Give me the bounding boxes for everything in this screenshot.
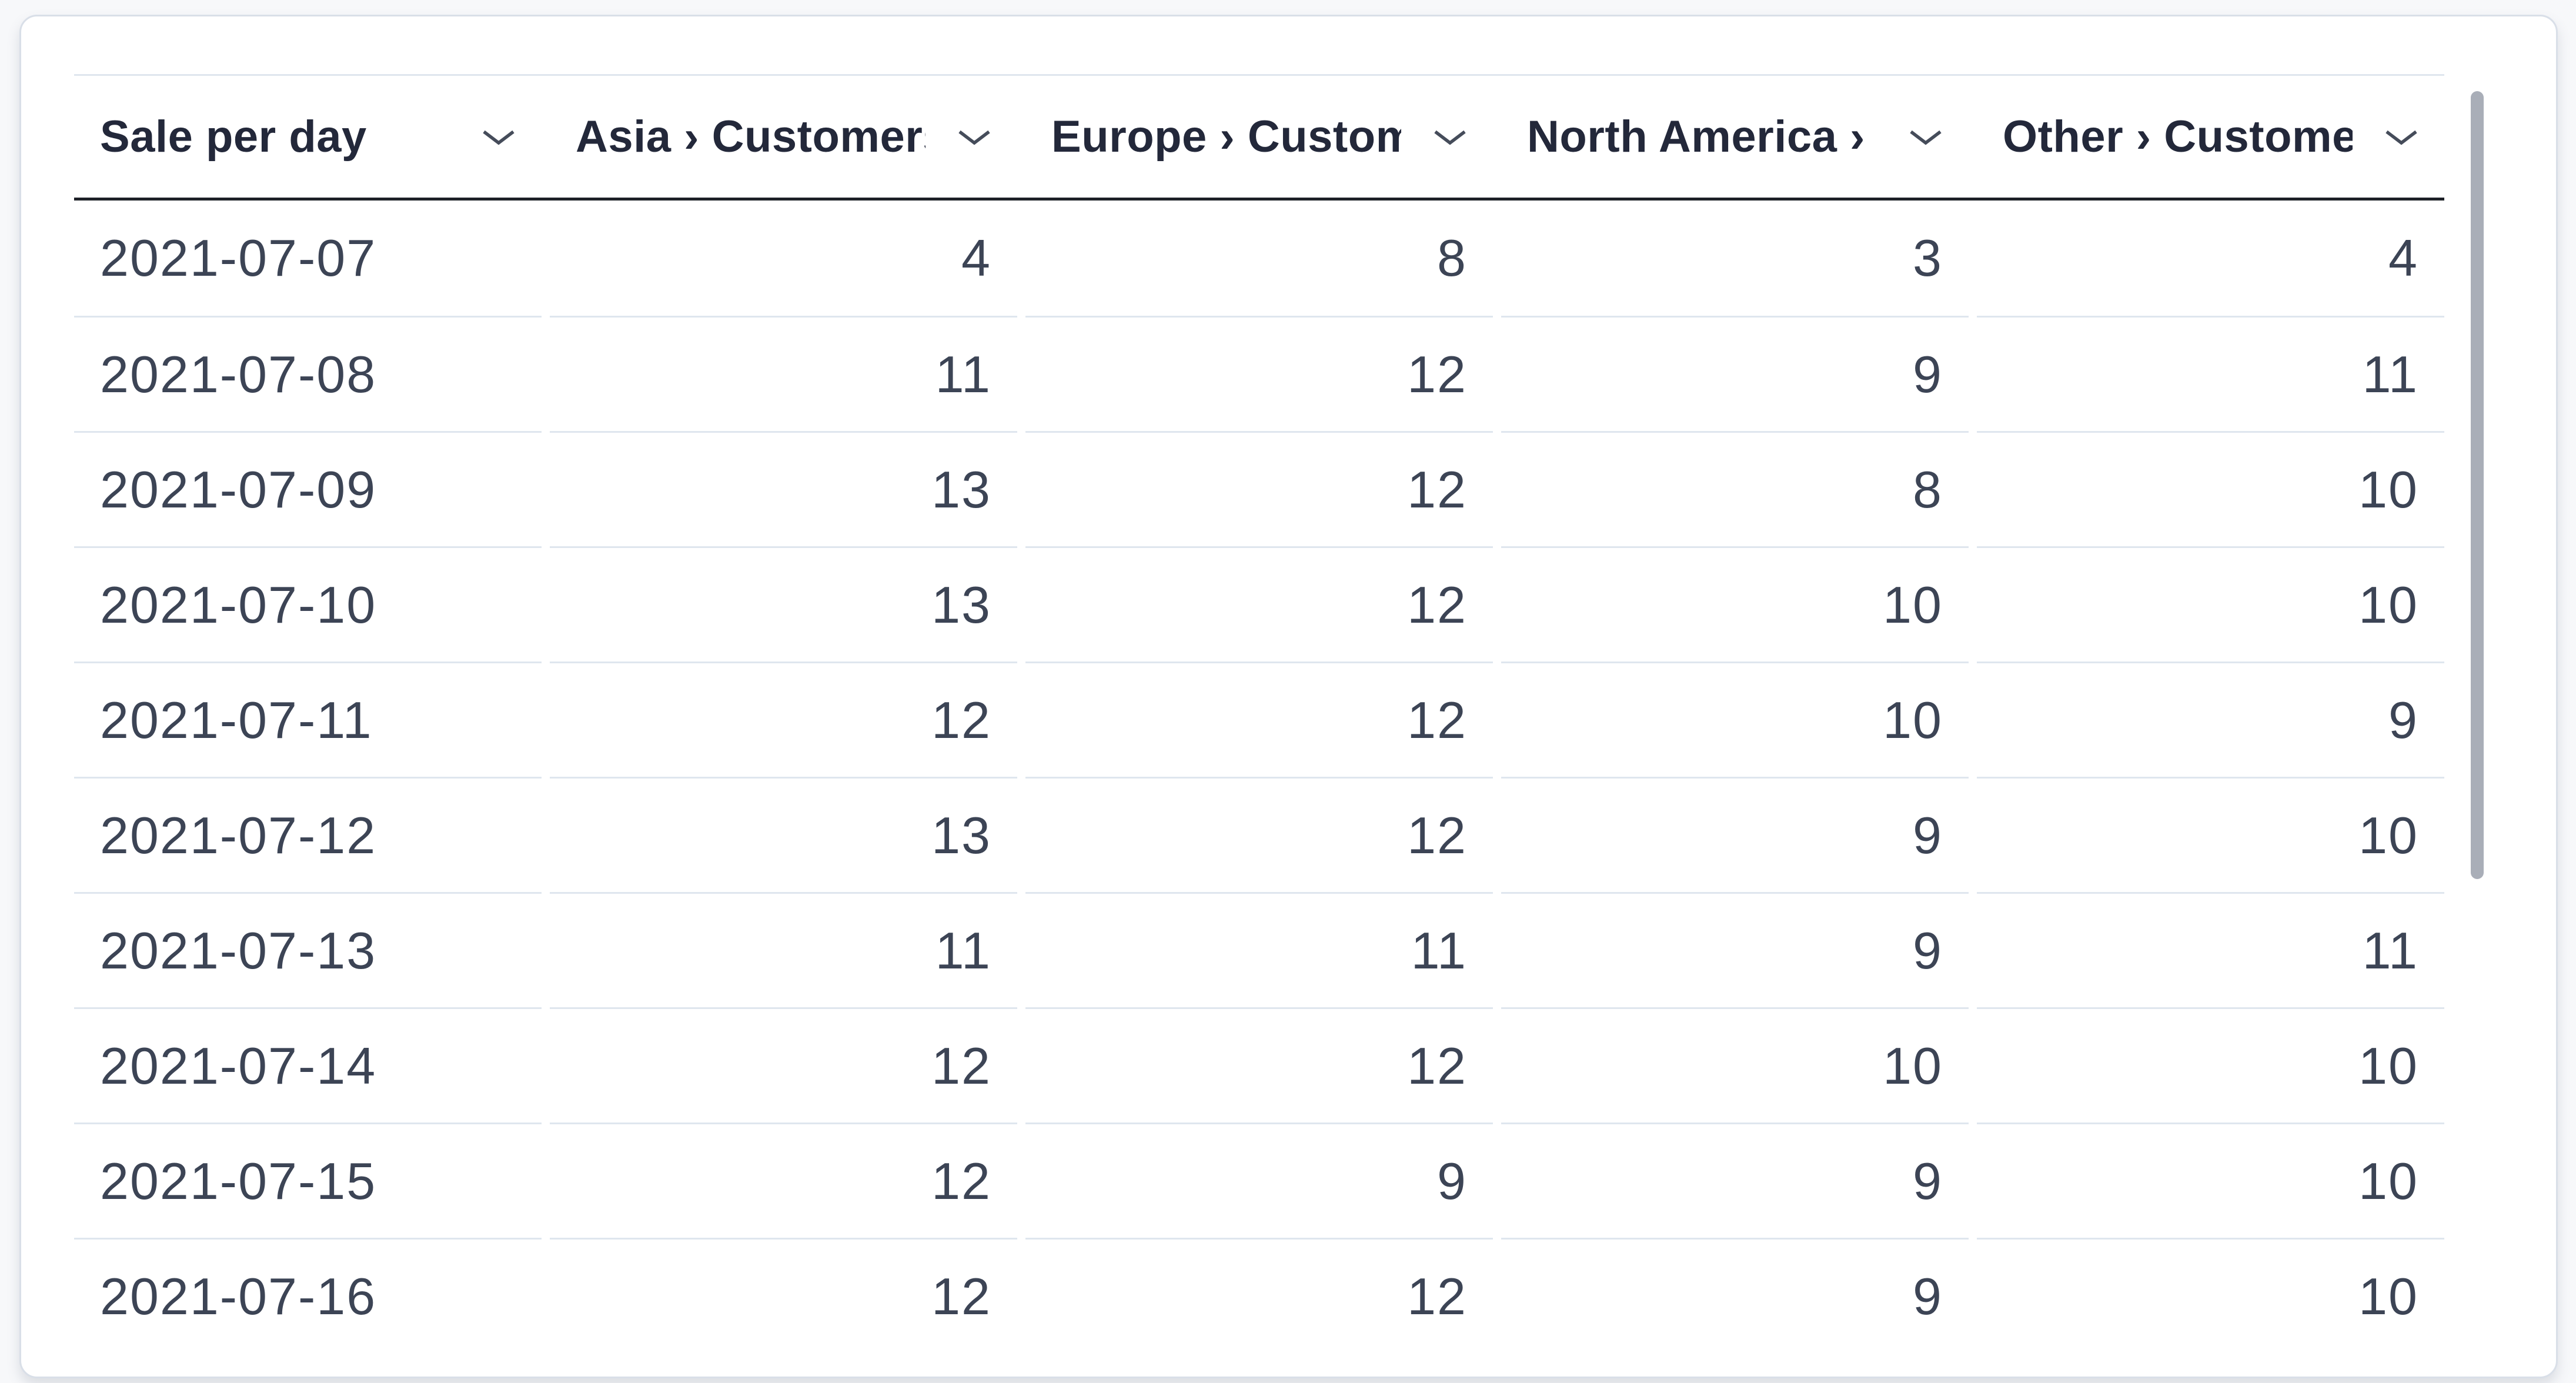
table-row: 2021-07-14 12 12 10 10 (74, 1007, 2444, 1123)
column-header-label: Sale per day (100, 112, 367, 162)
value-cell[interactable]: 11 (1025, 892, 1493, 1007)
value-cell[interactable]: 9 (1501, 1123, 1969, 1238)
chevron-down-icon[interactable] (462, 128, 516, 146)
table-body: 2021-07-07 4 8 3 4 2021-07-08 11 12 9 11 2021-07-0… (74, 201, 2444, 1353)
value-cell[interactable]: 12 (550, 662, 1017, 777)
date-cell[interactable]: 2021-07-16 (74, 1238, 542, 1353)
value-cell[interactable]: 11 (1977, 892, 2444, 1007)
value-cell[interactable]: 13 (550, 431, 1017, 546)
column-header-label: Europe › Customers (1051, 112, 1401, 162)
table-row: 2021-07-10 13 12 10 10 (74, 546, 2444, 662)
value-cell[interactable]: 10 (1977, 431, 2444, 546)
value-cell[interactable]: 11 (1977, 316, 2444, 431)
value-cell[interactable]: 12 (550, 1007, 1017, 1123)
value-cell[interactable]: 10 (1501, 662, 1969, 777)
column-header-europe-customers[interactable]: Europe › Customers (1025, 76, 1493, 198)
chevron-down-icon[interactable] (2364, 128, 2418, 146)
value-cell[interactable]: 12 (1025, 431, 1493, 546)
date-cell[interactable]: 2021-07-12 (74, 777, 542, 892)
chevron-down-icon[interactable] (937, 128, 991, 146)
table-row: 2021-07-09 13 12 8 10 (74, 431, 2444, 546)
table-row: 2021-07-08 11 12 9 11 (74, 316, 2444, 431)
value-cell[interactable]: 9 (1977, 662, 2444, 777)
value-cell[interactable]: 9 (1501, 316, 1969, 431)
date-cell[interactable]: 2021-07-15 (74, 1123, 542, 1238)
date-cell[interactable]: 2021-07-07 (100, 229, 377, 287)
value-cell[interactable]: 12 (1025, 1238, 1493, 1353)
value-cell[interactable]: 9 (1501, 777, 1969, 892)
value-cell[interactable]: 12 (1025, 316, 1493, 431)
value-cell[interactable]: 10 (1977, 1007, 2444, 1123)
table-row: 2021-07-15 12 9 9 10 (74, 1123, 2444, 1238)
value-cell[interactable]: 12 (1025, 662, 1493, 777)
chevron-down-icon[interactable] (1413, 128, 1467, 146)
value-cell[interactable]: 11 (550, 892, 1017, 1007)
value-cell[interactable]: 13 (550, 777, 1017, 892)
value-cell[interactable]: 11 (550, 316, 1017, 431)
value-cell[interactable]: 12 (550, 1123, 1017, 1238)
date-cell[interactable]: 2021-07-11 (74, 662, 542, 777)
value-cell[interactable]: 8 (1501, 431, 1969, 546)
vertical-scrollbar-thumb[interactable] (2471, 91, 2484, 879)
value-cell[interactable]: 9 (1501, 892, 1969, 1007)
value-cell[interactable]: 12 (1025, 1007, 1493, 1123)
value-cell[interactable]: 9 (1025, 1123, 1493, 1238)
date-cell[interactable]: 2021-07-08 (74, 316, 542, 431)
value-cell[interactable]: 4 (2388, 229, 2418, 287)
table-row: 2021-07-16 12 12 9 10 (74, 1238, 2444, 1353)
table-row: 2021-07-07 4 8 3 4 (74, 201, 2444, 316)
table-row: 2021-07-13 11 11 9 11 (74, 892, 2444, 1007)
date-cell[interactable]: 2021-07-14 (74, 1007, 542, 1123)
date-cell[interactable]: 2021-07-10 (74, 546, 542, 662)
chevron-down-icon[interactable] (1889, 128, 1943, 146)
value-cell[interactable]: 10 (1977, 1238, 2444, 1353)
value-cell[interactable]: 3 (1913, 229, 1943, 287)
value-cell[interactable]: 12 (1025, 546, 1493, 662)
column-header-label: North America › Customers (1527, 112, 1877, 162)
column-header-sale-per-day[interactable]: Sale per day (74, 76, 542, 198)
column-header-other-customers[interactable]: Other › Customers (1977, 76, 2444, 198)
table-header-row: Sale per day Asia › Customers Europe › C… (74, 74, 2444, 201)
value-cell[interactable]: 10 (1501, 1007, 1969, 1123)
table-card: Sale per day Asia › Customers Europe › C… (19, 15, 2558, 1378)
data-table: Sale per day Asia › Customers Europe › C… (74, 74, 2444, 1353)
value-cell[interactable]: 12 (550, 1238, 1017, 1353)
date-cell[interactable]: 2021-07-13 (74, 892, 542, 1007)
table-row: 2021-07-11 12 12 10 9 (74, 662, 2444, 777)
column-header-label: Other › Customers (2003, 112, 2353, 162)
column-header-north-america-customers[interactable]: North America › Customers (1501, 76, 1969, 198)
date-cell[interactable]: 2021-07-09 (74, 431, 542, 546)
value-cell[interactable]: 4 (961, 229, 991, 287)
value-cell[interactable]: 10 (1977, 777, 2444, 892)
value-cell[interactable]: 13 (550, 546, 1017, 662)
value-cell[interactable]: 12 (1025, 777, 1493, 892)
column-header-label: Asia › Customers (576, 112, 926, 162)
table-row: 2021-07-12 13 12 9 10 (74, 777, 2444, 892)
column-header-asia-customers[interactable]: Asia › Customers (550, 76, 1017, 198)
value-cell[interactable]: 8 (1437, 229, 1467, 287)
value-cell[interactable]: 10 (1501, 546, 1969, 662)
value-cell[interactable]: 9 (1501, 1238, 1969, 1353)
value-cell[interactable]: 10 (1977, 546, 2444, 662)
value-cell[interactable]: 10 (1977, 1123, 2444, 1238)
